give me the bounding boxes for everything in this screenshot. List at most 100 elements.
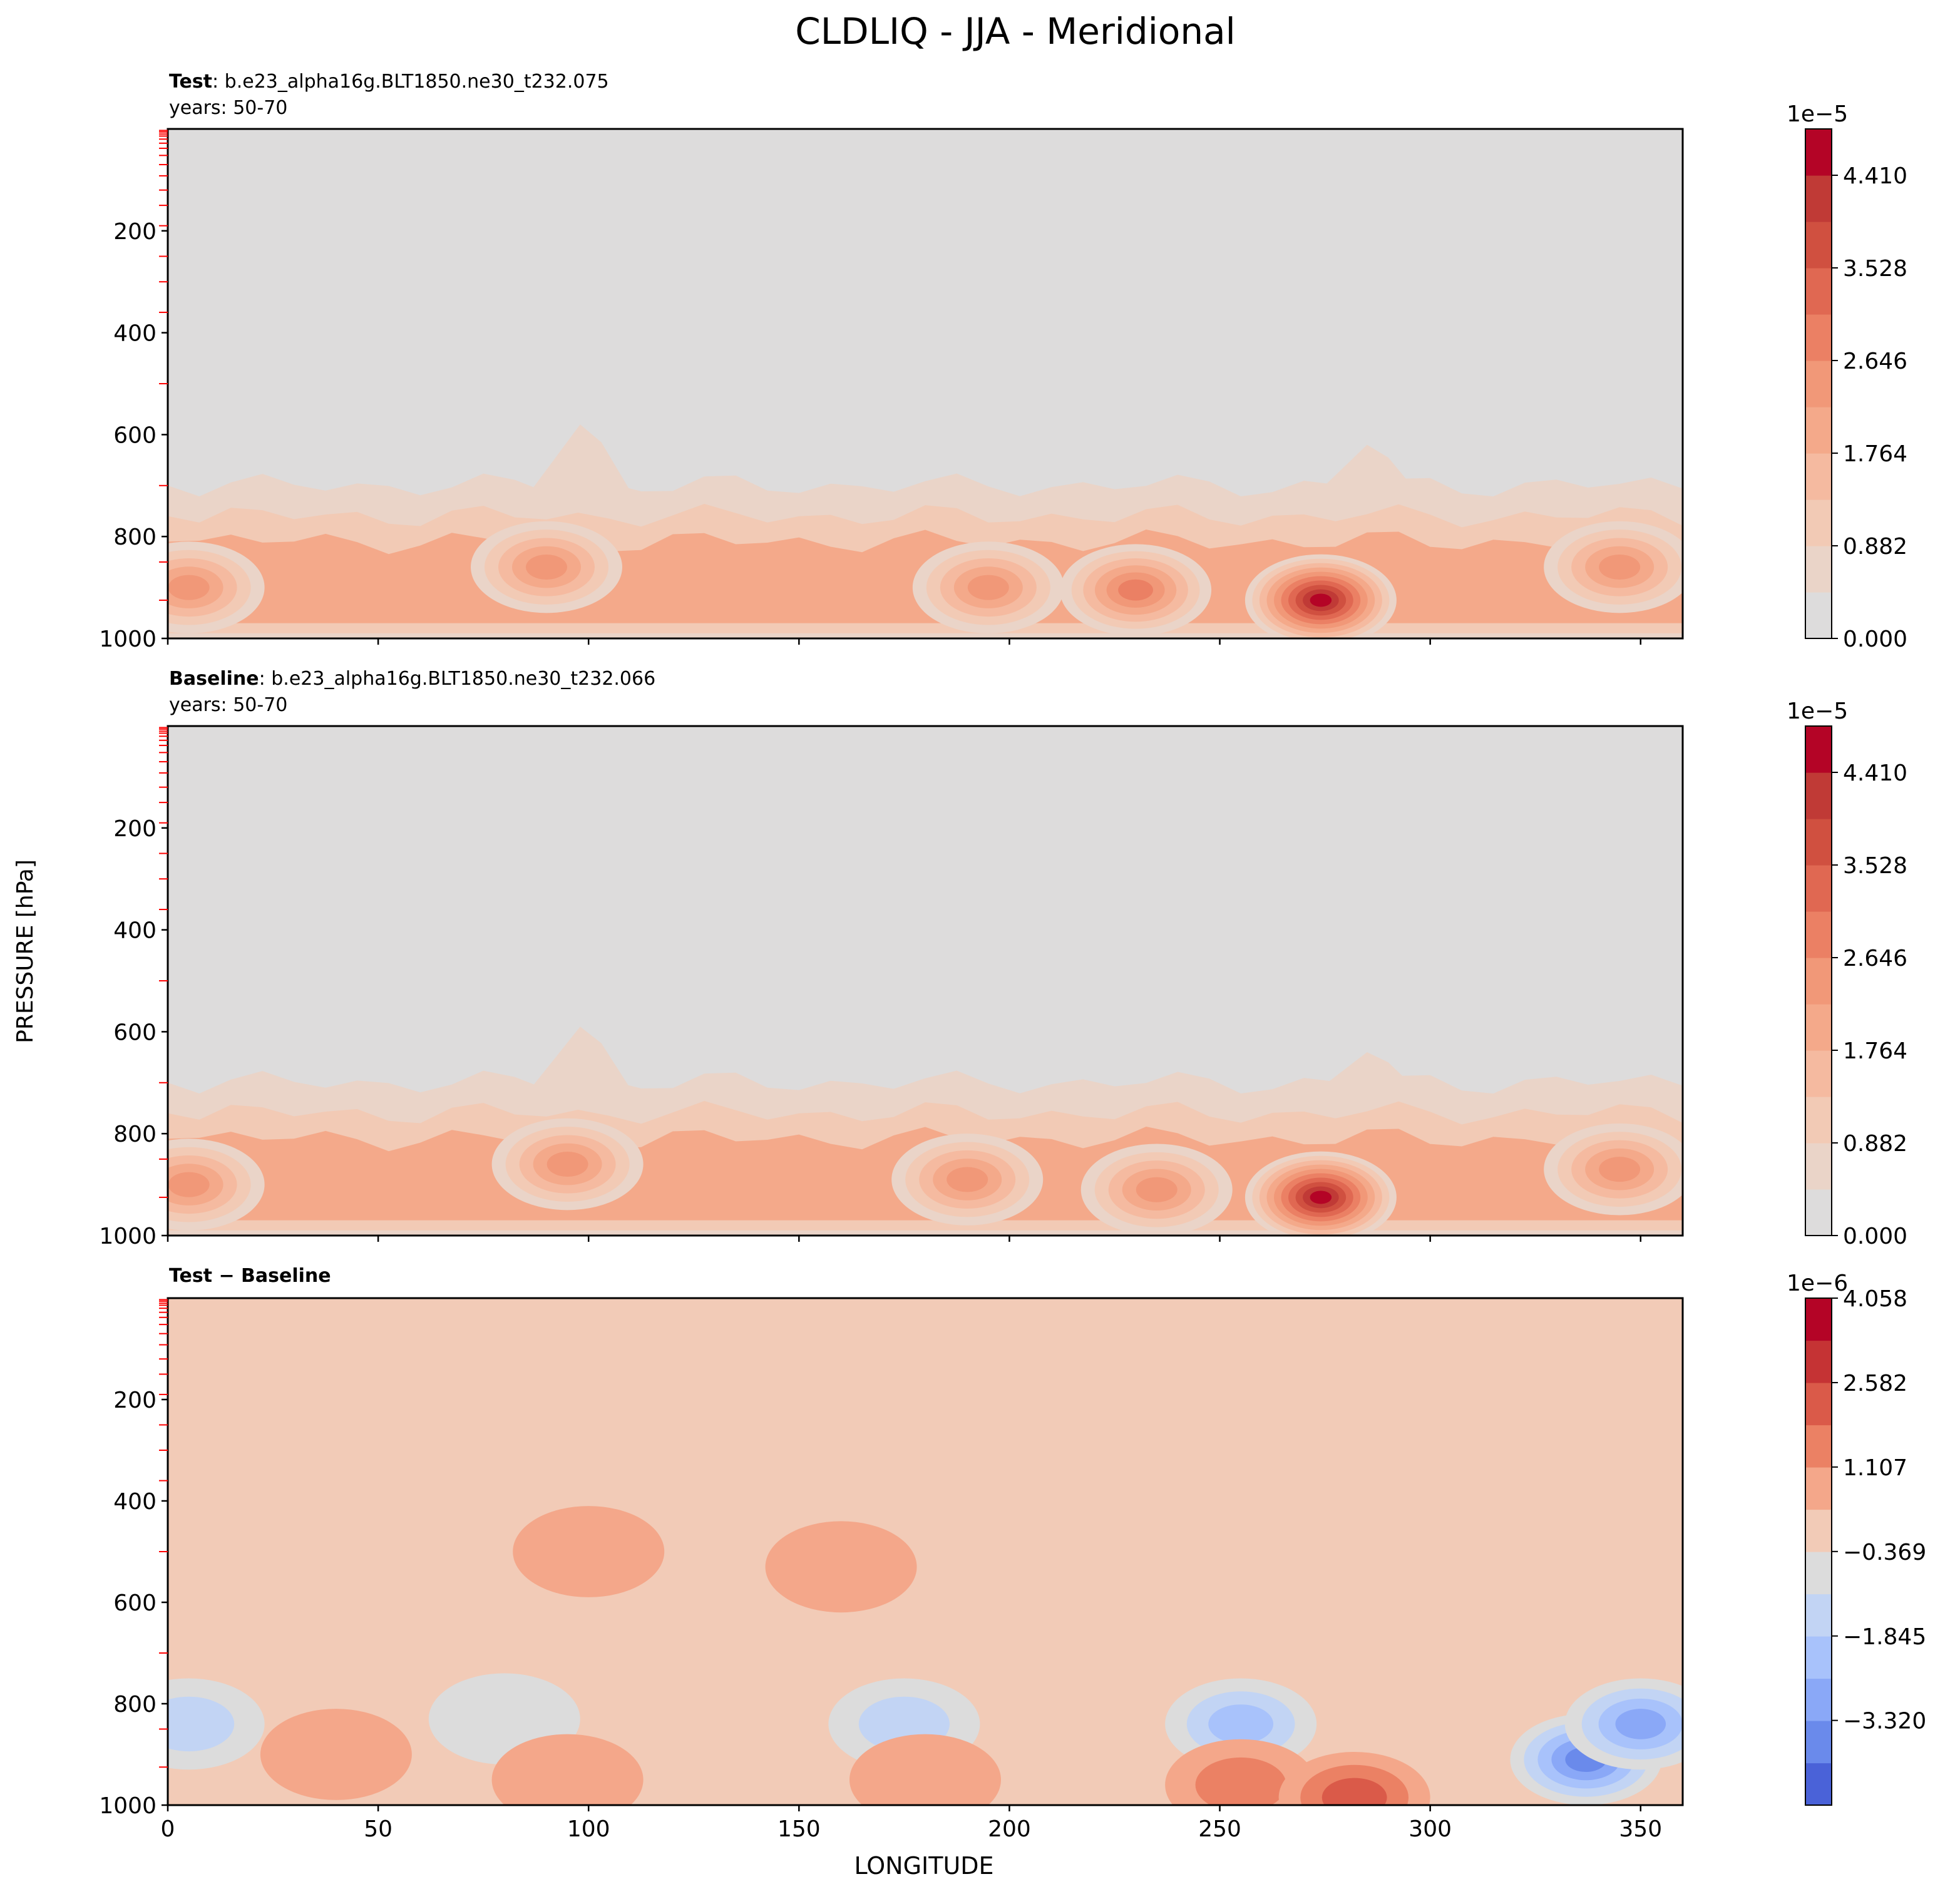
panel-baseline: Baseline: b.e23_alpha16g.BLT1850.ne30_t2…	[99, 668, 1907, 1249]
colorbar-tick-label: 4.410	[1843, 163, 1907, 189]
colorbar-level	[1805, 222, 1832, 269]
colorbar-level	[1805, 1097, 1832, 1144]
field-peak	[1314, 444, 1420, 496]
field-peak	[527, 424, 634, 496]
colorbar-level	[1805, 726, 1832, 773]
field-peak	[1314, 1052, 1420, 1093]
y-tick-label: 1000	[99, 627, 156, 652]
colorbar-level	[1805, 1636, 1832, 1679]
colorbar-level	[1805, 1552, 1832, 1595]
colorbar-tick-label: 3.528	[1843, 256, 1907, 282]
y-tick-label: 400	[113, 918, 156, 944]
field-contour	[1310, 1190, 1332, 1204]
colorbar-level	[1805, 314, 1832, 361]
x-tick-label: 100	[567, 1816, 610, 1842]
colorbar-tick-label: 2.646	[1843, 349, 1907, 374]
panel-baseline-label-case: : b.e23_alpha16g.BLT1850.ne30_t232.066	[259, 668, 656, 690]
x-tick-label: 0	[161, 1816, 175, 1842]
panel-difference-label-bold: Test − Baseline	[169, 1265, 331, 1287]
x-tick-label: 200	[988, 1816, 1031, 1842]
panel-test-label-case: : b.e23_alpha16g.BLT1850.ne30_t232.075	[212, 71, 609, 93]
colorbar-tick-label: 1.764	[1843, 1038, 1907, 1064]
field-contour	[260, 1709, 412, 1800]
panel-test-field	[168, 129, 1683, 638]
y-tick-label: 600	[113, 1020, 156, 1045]
colorbar-tick-label: 4.410	[1843, 760, 1907, 786]
colorbar-tick-label: 2.582	[1843, 1371, 1907, 1396]
panel-difference-plot	[168, 1298, 1683, 1805]
field-contour	[1310, 593, 1332, 607]
colorbar-tick-label: 0.000	[1843, 627, 1907, 652]
y-tick-label: 600	[113, 422, 156, 448]
y-tick-label: 800	[113, 525, 156, 550]
y-tick-label: 600	[113, 1590, 156, 1616]
x-tick-label: 150	[777, 1816, 821, 1842]
field-contour	[1615, 1709, 1666, 1739]
panel-baseline-years: years: 50-70	[169, 694, 287, 716]
panel-test-plot	[168, 129, 1683, 638]
x-tick-label: 250	[1198, 1816, 1241, 1842]
colorbar-exponent: 1e−6	[1787, 1271, 1848, 1296]
panel-test-years: years: 50-70	[169, 97, 287, 119]
panel-test-label-bold: Test	[169, 71, 212, 93]
colorbar-tick-label: −0.369	[1843, 1540, 1926, 1565]
x-axis-label: LONGITUDE	[854, 1852, 993, 1880]
colorbar-level	[1805, 1509, 1832, 1552]
field-contour	[1599, 555, 1641, 580]
colorbar-level	[1805, 1189, 1832, 1236]
colorbar-level	[1805, 1678, 1832, 1721]
colorbar-frame	[1805, 128, 1832, 639]
x-tick-label: 300	[1408, 1816, 1452, 1842]
colorbar-level	[1805, 361, 1832, 407]
y-axis-label: PRESSURE [hPa]	[13, 859, 38, 1043]
colorbar-level	[1805, 819, 1832, 866]
colorbar-tick-label: 0.882	[1843, 1131, 1907, 1157]
y-tick-label: 1000	[99, 1793, 156, 1819]
y-tick-label: 800	[113, 1122, 156, 1147]
colorbar-level	[1805, 1425, 1832, 1468]
field-contour	[168, 575, 210, 600]
field-contour	[168, 1696, 235, 1752]
colorbar-level	[1805, 1050, 1832, 1097]
colorbar-tick-label: 0.000	[1843, 1224, 1907, 1249]
y-tick-label: 200	[113, 1388, 156, 1413]
colorbar-level	[1805, 958, 1832, 1005]
colorbar-exponent: 1e−5	[1787, 699, 1848, 724]
panel-test-colorbar: 0.000 0.882 1.764 2.646 3.528 4.410 1e−5	[1787, 101, 1907, 652]
panel-baseline-ticks: 200 400 600 800 1000	[99, 727, 1642, 1249]
field-contour	[967, 575, 1009, 600]
colorbar-tick-label: 4.058	[1843, 1286, 1907, 1312]
field-contour	[168, 1172, 210, 1197]
field-contour	[1136, 1177, 1178, 1202]
x-tick-label: 350	[1619, 1816, 1662, 1842]
colorbar-tick-label: −1.845	[1843, 1624, 1926, 1650]
colorbar-level	[1805, 1143, 1832, 1190]
colorbar-level	[1805, 1763, 1832, 1806]
y-tick-label: 1000	[99, 1224, 156, 1249]
panel-difference-label: Test − Baseline	[169, 1265, 331, 1287]
colorbar-level	[1805, 1004, 1832, 1051]
colorbar-level	[1805, 1383, 1832, 1426]
field-contour	[947, 1167, 988, 1192]
field-peak	[527, 1026, 634, 1093]
field-contour	[849, 1734, 1001, 1805]
colorbar-level	[1805, 1298, 1832, 1341]
y-tick-label: 800	[113, 1692, 156, 1717]
colorbar-tick-label: 0.882	[1843, 534, 1907, 560]
colorbar-level	[1805, 592, 1832, 639]
field-contour	[765, 1521, 917, 1613]
field-contour	[491, 1734, 644, 1805]
colorbar-level	[1805, 772, 1832, 819]
y-tick-label: 200	[113, 816, 156, 842]
colorbar-level	[1805, 407, 1832, 454]
colorbar-tick-label: 1.107	[1843, 1455, 1907, 1481]
panel-difference-field	[168, 1298, 1683, 1805]
colorbar-level	[1805, 499, 1832, 546]
colorbar-level	[1805, 175, 1832, 222]
colorbar-level	[1805, 865, 1832, 912]
field-contour	[546, 1152, 588, 1177]
